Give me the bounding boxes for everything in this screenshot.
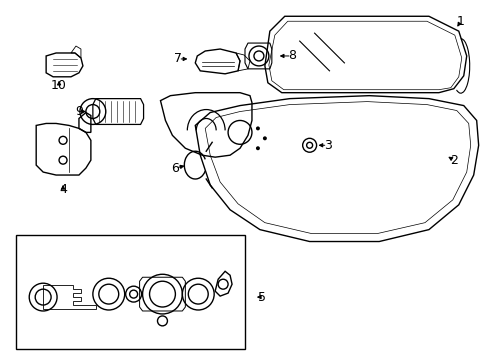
Circle shape: [263, 136, 266, 140]
Text: 2: 2: [449, 154, 457, 167]
Text: 4: 4: [59, 184, 67, 197]
Text: 8: 8: [287, 49, 295, 63]
Text: 5: 5: [257, 291, 265, 303]
Text: 1: 1: [456, 15, 464, 28]
Circle shape: [255, 126, 260, 130]
Text: 10: 10: [51, 79, 67, 92]
Circle shape: [255, 146, 260, 150]
Bar: [16, 235, 244, 349]
Text: 3: 3: [323, 139, 331, 152]
Text: 6: 6: [171, 162, 179, 175]
Text: 7: 7: [174, 53, 182, 66]
Text: 9: 9: [75, 105, 82, 118]
